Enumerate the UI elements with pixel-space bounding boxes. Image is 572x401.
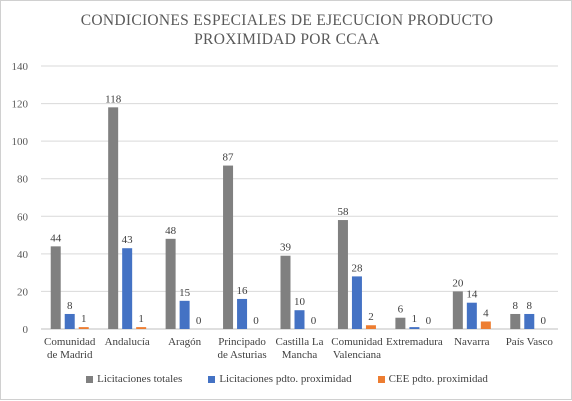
bar <box>466 302 477 329</box>
bar <box>165 238 176 329</box>
y-tick-label: 20 <box>17 286 29 298</box>
bar <box>395 317 406 329</box>
legend-label-licitaciones-totales: Licitaciones totales <box>97 373 183 385</box>
data-label: 0 <box>196 315 202 327</box>
y-tick-label: 80 <box>17 174 29 186</box>
bar <box>122 248 133 329</box>
x-tick-label: Aragón <box>168 336 201 348</box>
legend-swatch-licitaciones-totales <box>86 375 94 383</box>
data-label: 0 <box>426 315 432 327</box>
y-tick-label: 140 <box>12 61 29 73</box>
data-label: 44 <box>50 232 62 244</box>
data-label: 118 <box>105 93 122 105</box>
bar <box>524 313 535 329</box>
legend-item-licitaciones-pdto-proximidad: Licitaciones pdto. proximidad <box>208 373 352 385</box>
data-label: 0 <box>253 315 259 327</box>
legend-swatch-licitaciones-pdto-proximidad <box>208 375 216 383</box>
legend-swatch-cee-pdto-proximidad <box>377 375 385 383</box>
bar <box>351 276 362 329</box>
bar <box>237 298 248 329</box>
data-label: 8 <box>67 300 73 312</box>
legend: Licitaciones totales Licitaciones pdto. … <box>1 373 572 385</box>
data-label: 2 <box>368 311 374 323</box>
x-tick-label: País Vasco <box>506 336 554 348</box>
bar <box>64 313 75 329</box>
bar <box>452 291 463 329</box>
y-tick-label: 60 <box>17 211 29 223</box>
data-label: 43 <box>122 234 134 246</box>
data-label: 39 <box>280 242 292 254</box>
chart-title-line-2: PROXIMIDAD POR CCAA <box>194 31 380 48</box>
bar <box>480 321 491 329</box>
bar <box>223 165 234 329</box>
legend-item-cee-pdto-proximidad: CEE pdto. proximidad <box>377 373 488 385</box>
legend-item-licitaciones-totales: Licitaciones totales <box>86 373 182 385</box>
data-label: 28 <box>351 262 363 274</box>
x-tick-label: Comunidad Valenciana <box>331 336 383 361</box>
data-label: 58 <box>337 206 349 218</box>
bar <box>337 220 348 329</box>
y-tick-label: 0 <box>23 324 29 336</box>
data-label: 16 <box>237 285 249 297</box>
chart-title-line-1: CONDICIONES ESPECIALES DE EJECUCION PROD… <box>80 12 494 29</box>
x-tick-label: Comunidad de Madrid <box>44 336 96 361</box>
bar <box>280 255 291 329</box>
x-tick-label: Extremadura <box>386 336 443 348</box>
data-label: 20 <box>452 277 464 289</box>
data-label: 6 <box>398 304 404 316</box>
x-tick-label: Principado de Asturias <box>217 336 266 361</box>
data-label: 8 <box>527 300 533 312</box>
bar <box>179 300 190 329</box>
data-label: 4 <box>483 307 489 319</box>
x-tick-label: Andalucía <box>105 336 150 348</box>
legend-label-cee-pdto-proximidad: CEE pdto. proximidad <box>388 373 488 385</box>
data-label: 1 <box>412 313 418 325</box>
bar <box>50 246 61 329</box>
y-tick-label: 120 <box>12 99 29 111</box>
data-label: 1 <box>81 313 87 325</box>
bar <box>78 327 89 329</box>
data-label: 87 <box>223 152 235 164</box>
data-label: 0 <box>311 315 317 327</box>
y-tick-label: 40 <box>17 249 29 261</box>
legend-label-licitaciones-pdto-proximidad: Licitaciones pdto. proximidad <box>219 373 352 385</box>
bar <box>365 325 376 329</box>
data-label: 10 <box>294 296 306 308</box>
bar <box>409 327 420 329</box>
data-label: 15 <box>179 287 191 299</box>
y-tick-label: 100 <box>12 136 29 148</box>
data-label: 14 <box>466 289 478 301</box>
data-label: 1 <box>138 313 144 325</box>
data-label: 0 <box>541 315 547 327</box>
data-label: 48 <box>165 225 177 237</box>
chart-title: CONDICIONES ESPECIALES DE EJECUCION PROD… <box>1 11 572 49</box>
bar <box>108 107 119 329</box>
x-tick-label: Navarra <box>454 336 490 348</box>
bar <box>136 327 147 329</box>
x-tick-label: Castilla La Mancha <box>276 336 324 361</box>
data-label: 8 <box>513 300 519 312</box>
bar <box>510 313 521 329</box>
bar <box>294 310 305 329</box>
